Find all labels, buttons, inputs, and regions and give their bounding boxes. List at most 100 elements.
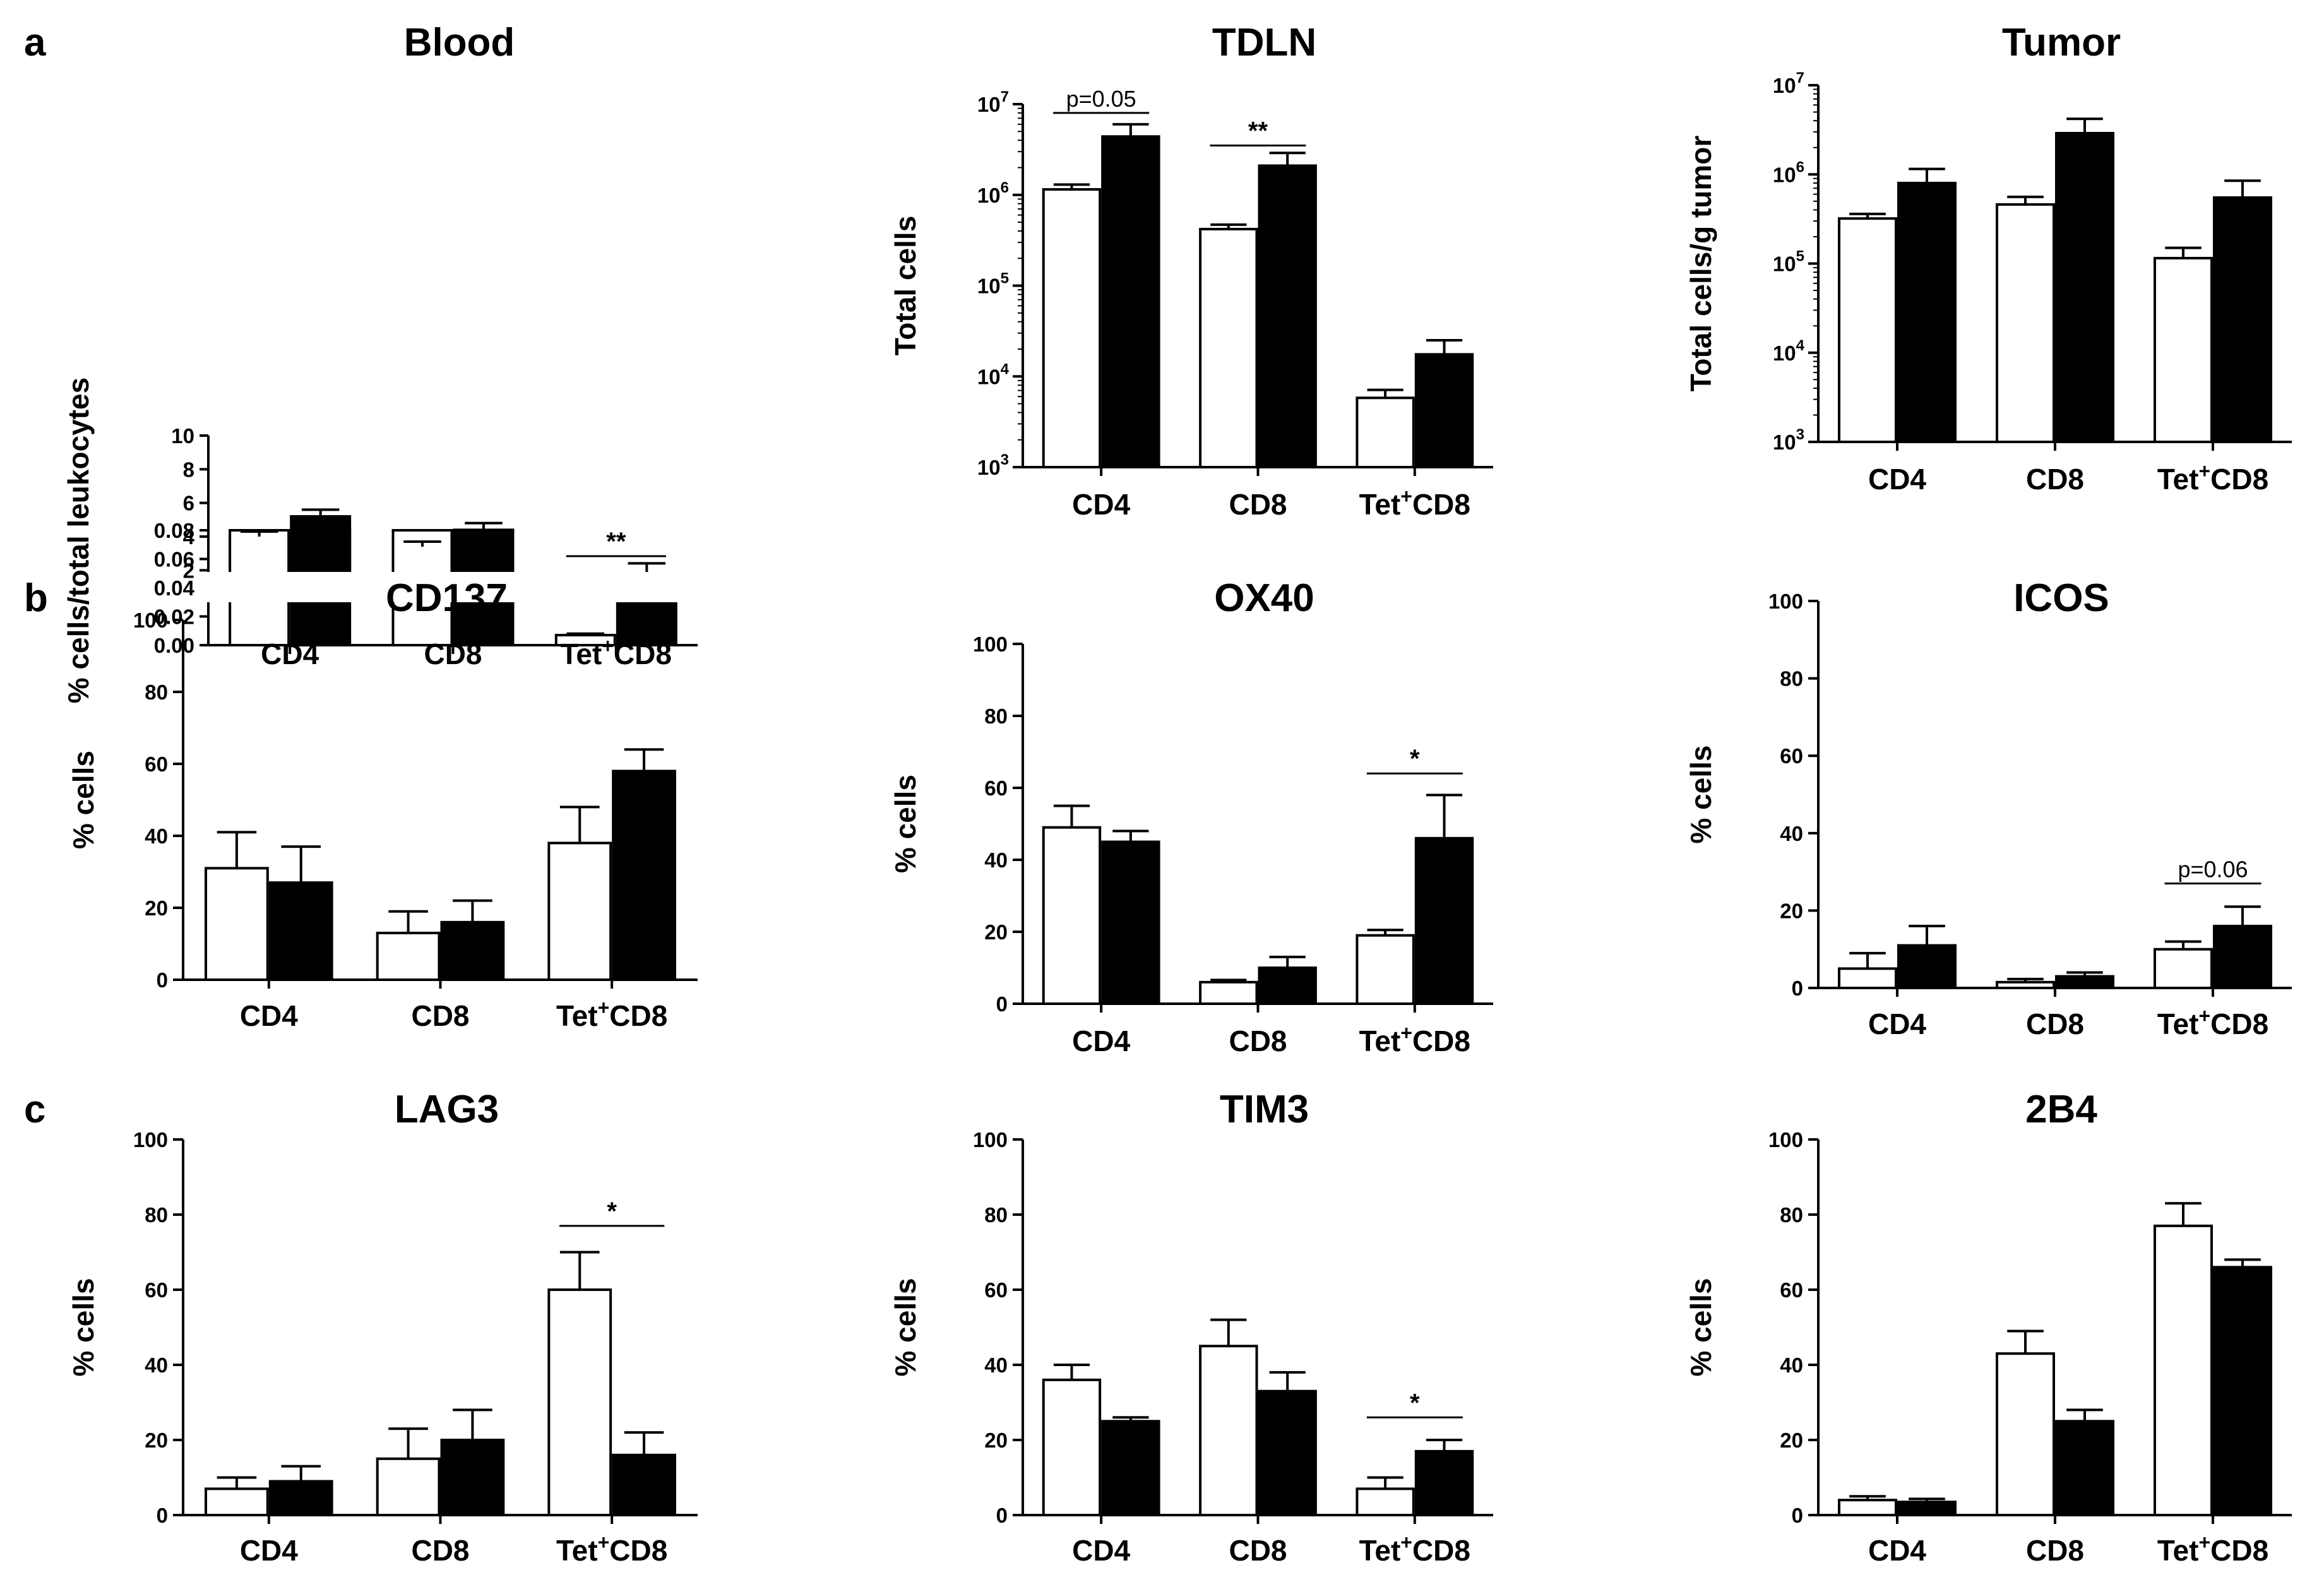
bar-control-1 (1996, 1352, 2055, 1516)
chart-title: TIM3 (1220, 1088, 1309, 1131)
x-tick-label-0: CD4 (261, 638, 319, 670)
y-tick-label-4: 107 (977, 88, 1009, 116)
y-tick-label-lower-1: 0.02 (154, 605, 194, 629)
significance-label-1: ** (1248, 117, 1268, 145)
bar-treated-1 (1258, 1389, 1317, 1516)
y-tick-label-0: 0 (996, 1504, 1008, 1527)
bar-control-2 (2154, 256, 2213, 443)
y-tick-label-3: 60 (1780, 744, 1803, 768)
y-tick-label-0: 0 (157, 968, 168, 992)
y-tick-label-0: 103 (1773, 426, 1804, 454)
bar-treated-2 (2213, 1266, 2272, 1517)
x-tick-label-2: Tet+CD8 (1359, 485, 1470, 521)
bar-control-1 (1199, 227, 1258, 468)
x-tick-label-2: Tet+CD8 (556, 996, 667, 1032)
significance-label-0: * (607, 1198, 617, 1225)
x-tick-label-0: CD4 (1072, 1025, 1130, 1057)
chart-title: LAG3 (395, 1088, 499, 1131)
bar-control-1 (1199, 1345, 1258, 1516)
bar-control-1 (376, 1457, 441, 1516)
bar-control-1 (376, 931, 441, 982)
y-tick-label-2: 40 (145, 1353, 168, 1377)
bar-treated-2 (612, 1453, 676, 1517)
chart-tim3: TIM3 0 20 40 60 80 100 CD4 CD8 Tet+CD8 * % cells (889, 1088, 1493, 1567)
bar-control-2 (1356, 934, 1415, 1005)
chart-title: OX40 (1214, 576, 1314, 620)
chart-title: Blood (404, 21, 515, 64)
y-tick-label-5: 100 (1768, 1128, 1803, 1151)
bar-control-0 (1838, 1499, 1897, 1516)
chart-title: ICOS (2013, 576, 2109, 620)
y-tick-label-4: 80 (145, 681, 168, 704)
y-tick-label-2: 40 (145, 824, 168, 848)
x-tick-label-0: CD4 (1868, 1008, 1926, 1040)
y-tick-label-3: 60 (984, 776, 1008, 800)
x-tick-label-1: CD8 (424, 638, 482, 670)
y-tick-label-upper-2: 6 (183, 492, 194, 515)
x-tick-label-0: CD4 (1072, 1534, 1130, 1567)
bar-control-2 (2154, 1224, 2213, 1516)
y-tick-label-2: 40 (1780, 822, 1803, 845)
bar-control-2 (2154, 948, 2213, 989)
bar-control-0 (1042, 188, 1102, 468)
bar-treated-1 (2055, 131, 2114, 443)
y-tick-label-upper-1: 4 (183, 525, 195, 549)
x-tick-label-0: CD4 (1868, 463, 1926, 496)
bar-treated-1 (440, 920, 505, 982)
y-tick-label-2: 40 (984, 848, 1008, 872)
bar-control-0 (1042, 1378, 1102, 1517)
y-tick-label-5: 100 (973, 633, 1008, 656)
bar-treated-2 (1414, 1449, 1474, 1517)
bar-control-0 (205, 867, 269, 982)
y-axis-label: % cells (1684, 746, 1717, 844)
y-tick-label-5: 100 (133, 609, 168, 632)
bar-control-0 (1838, 967, 1897, 989)
x-tick-label-0: CD4 (1072, 488, 1130, 521)
x-tick-label-1: CD8 (1229, 1534, 1287, 1567)
bar-control-2 (547, 842, 612, 982)
y-tick-label-0: 0 (996, 992, 1008, 1016)
y-tick-label-1: 20 (145, 1429, 168, 1452)
y-tick-label-3: 60 (145, 1278, 168, 1302)
bar-control-1 (1996, 980, 2055, 990)
bar-treated-1 (2055, 1420, 2114, 1516)
y-tick-label-1: 20 (1780, 1429, 1803, 1452)
bar-control-1 (1996, 203, 2055, 443)
bar-treated-2 (2213, 196, 2272, 443)
x-tick-label-1: CD8 (2026, 1008, 2084, 1040)
bar-control-2 (1356, 396, 1415, 468)
y-axis-label: % cells (1684, 1278, 1717, 1377)
chart-title: 2B4 (2025, 1088, 2097, 1131)
x-tick-label-1: CD8 (411, 999, 469, 1032)
y-tick-label-lower-4: 0.08 (154, 519, 194, 542)
y-axis-label: % cells/total leukocytes (62, 378, 95, 703)
y-tick-label-0: 0 (1792, 977, 1803, 1000)
bar-treated-0 (1897, 1501, 1957, 1517)
y-axis-label: % cells (67, 751, 100, 849)
bar-control-0 (1042, 826, 1102, 1005)
axis-break-band (196, 572, 698, 602)
x-tick-label-2: Tet+CD8 (561, 634, 672, 670)
panel-label-b: b (24, 576, 48, 620)
y-tick-label-0: 103 (977, 451, 1009, 479)
significance-label-0: * (1410, 1389, 1420, 1417)
x-tick-label-1: CD8 (2026, 463, 2084, 496)
y-tick-label-upper-4: 10 (171, 424, 194, 448)
y-tick-label-2: 105 (977, 270, 1009, 298)
significance-label-0: p=0.05 (1066, 86, 1136, 112)
x-tick-label-2: Tet+CD8 (1359, 1531, 1470, 1567)
y-tick-label-2: 40 (1780, 1353, 1803, 1377)
chart-2b4: 2B4 0 20 40 60 80 100 CD4 CD8 Tet+CD8 % cells (1684, 1088, 2292, 1567)
chart-title: Tumor (2002, 21, 2121, 64)
x-tick-label-2: Tet+CD8 (2157, 1531, 2268, 1567)
y-tick-label-3: 60 (1780, 1278, 1803, 1302)
bar-treated-1 (2055, 975, 2114, 989)
x-tick-label-0: CD4 (240, 1534, 298, 1567)
bar-treated-0 (1101, 135, 1160, 469)
y-tick-label-lower-0: 0.00 (154, 634, 194, 657)
y-tick-label-4: 80 (1780, 667, 1803, 691)
y-tick-label-3: 60 (984, 1278, 1008, 1302)
x-tick-label-1: CD8 (1229, 1025, 1287, 1057)
y-axis-label: Total cells (889, 216, 922, 356)
